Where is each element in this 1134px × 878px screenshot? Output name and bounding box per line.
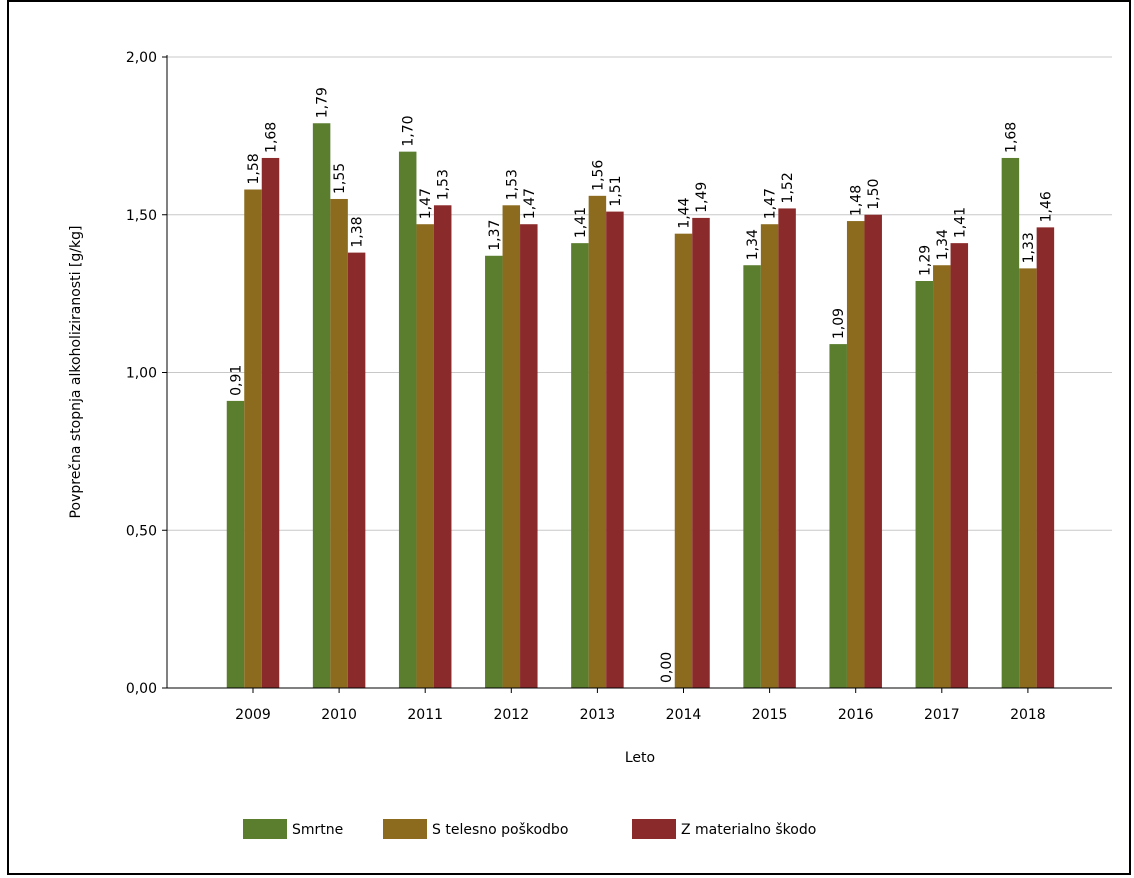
bar <box>760 224 779 688</box>
x-tick-label: 2009 <box>235 707 271 723</box>
x-tick-label: 2012 <box>493 707 529 723</box>
data-label: 1,53 <box>436 169 452 200</box>
bar <box>692 217 710 688</box>
data-label: 1,41 <box>573 207 589 238</box>
x-axis-title: Leto <box>625 750 655 766</box>
bar <box>502 205 521 688</box>
y-tick-label: 2,00 <box>126 50 157 66</box>
legend-swatch <box>383 819 427 839</box>
bar <box>933 265 951 688</box>
data-label: 1,37 <box>487 220 503 251</box>
data-label: 1,68 <box>1003 122 1019 153</box>
data-label: 1,29 <box>917 245 933 276</box>
data-label: 1,52 <box>780 172 796 203</box>
data-label: 1,41 <box>952 207 968 238</box>
bar <box>1036 227 1055 688</box>
data-label: 1,33 <box>1021 232 1037 263</box>
x-tick-label: 2018 <box>1010 707 1046 723</box>
data-label: 1,09 <box>831 308 847 339</box>
bar <box>864 214 882 688</box>
x-tick-label: 2017 <box>924 707 960 723</box>
bar <box>778 208 796 688</box>
bar <box>433 205 452 688</box>
data-label: 1,70 <box>401 115 417 146</box>
y-tick-label: 0,00 <box>126 681 157 697</box>
bars <box>226 123 1055 689</box>
bar <box>588 195 607 688</box>
data-label: 1,38 <box>350 216 366 247</box>
bar <box>330 198 348 688</box>
bar <box>846 221 865 688</box>
bar <box>226 400 245 688</box>
bar <box>915 281 934 688</box>
data-label: 1,44 <box>677 197 693 228</box>
bar <box>950 243 969 688</box>
x-tick-label: 2011 <box>407 707 443 723</box>
legend-swatch <box>632 819 676 839</box>
x-tick-label: 2013 <box>580 707 616 723</box>
legend: Smrtne S telesno poškodbo Z materialno ško… <box>243 819 816 839</box>
data-label: 1,55 <box>332 163 348 194</box>
data-labels: 0,911,581,681,791,551,381,701,471,531,37… <box>229 87 1055 683</box>
data-label: 1,47 <box>763 188 779 219</box>
data-label: 1,34 <box>745 229 761 260</box>
bar <box>829 344 847 688</box>
data-label: 1,53 <box>504 169 520 200</box>
data-label: 1,79 <box>315 87 331 118</box>
data-label: 0,91 <box>229 365 245 396</box>
data-label: 1,51 <box>608 175 624 206</box>
x-tick-label: 2014 <box>666 707 702 723</box>
data-label: 1,56 <box>590 160 606 191</box>
data-label: 1,50 <box>866 179 882 210</box>
grid-lines <box>167 56 1112 531</box>
y-tick-label: 1,00 <box>126 366 157 382</box>
bar <box>606 211 624 688</box>
bar <box>1019 268 1037 688</box>
bar <box>674 233 693 688</box>
bar <box>261 157 280 688</box>
data-label: 1,47 <box>418 188 434 219</box>
x-tick-label: 2015 <box>752 707 788 723</box>
legend-label: Smrtne <box>292 822 343 838</box>
data-label: 1,49 <box>694 182 710 213</box>
bar <box>1001 157 1020 688</box>
data-label: 1,68 <box>264 122 280 153</box>
bar <box>416 224 434 688</box>
bar <box>485 255 503 688</box>
legend-label: S telesno poškodbo <box>432 822 568 838</box>
data-label: 1,47 <box>522 188 538 219</box>
bar <box>571 243 589 688</box>
y-tick-label: 1,50 <box>126 208 157 224</box>
data-label: 1,34 <box>935 229 951 260</box>
bar <box>520 224 538 688</box>
bar <box>743 265 761 688</box>
x-tick-label: 2010 <box>321 707 357 723</box>
legend-swatch <box>243 819 287 839</box>
data-label: 1,46 <box>1038 191 1054 222</box>
x-tick-label: 2016 <box>838 707 874 723</box>
bar <box>312 123 331 688</box>
data-label: 1,48 <box>849 185 865 216</box>
bar <box>244 189 262 688</box>
legend-label: Z materialno škodo <box>681 822 816 838</box>
y-axis-title: Povprečna stopnja alkoholiziranosti [g/k… <box>68 226 84 519</box>
bar <box>347 252 366 689</box>
data-label: 0,00 <box>659 652 675 683</box>
y-tick-label: 0,50 <box>126 523 157 539</box>
data-label: 1,58 <box>246 153 262 184</box>
axes: 0,00 0,50 1,00 1,50 2,00 2009 2010 2011 2012 2013… <box>126 50 1112 723</box>
bar <box>398 151 417 688</box>
